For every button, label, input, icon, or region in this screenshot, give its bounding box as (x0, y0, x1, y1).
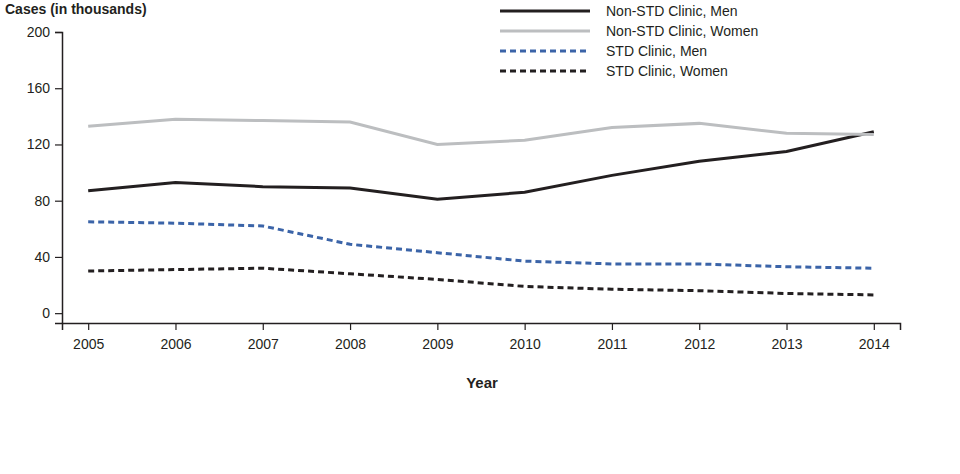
y-tick: 120 (27, 136, 62, 152)
x-tick: 2008 (335, 323, 366, 352)
y-tick: 0 (42, 305, 62, 321)
tick-label: 2014 (859, 336, 890, 352)
tick-mark (55, 144, 62, 145)
legend-label: Non-STD Clinic, Men (606, 3, 737, 19)
tick-mark (874, 323, 875, 330)
legend-label: Non-STD Clinic, Women (606, 23, 758, 39)
tick-label: 2012 (684, 336, 715, 352)
tick-label: 2006 (160, 336, 191, 352)
tick-mark (55, 257, 62, 258)
tick-mark (437, 323, 438, 330)
series-line (88, 119, 874, 144)
tick-mark (350, 323, 351, 330)
tick-mark (786, 323, 787, 330)
tick-mark (612, 323, 613, 330)
legend-swatch (500, 30, 590, 33)
y-tick: 40 (34, 249, 62, 265)
series-line (88, 222, 874, 268)
legend-swatch (500, 10, 590, 13)
x-axis: 2005 2006 2007 2008 2009 2010 2011 2012 2013 2014 (63, 323, 901, 352)
tick-mark (263, 323, 264, 330)
tick-mark (525, 323, 526, 330)
tick-label: 2009 (422, 336, 453, 352)
tick-label: 2013 (771, 336, 802, 352)
axis-line (55, 33, 63, 324)
tick-label: 2011 (597, 336, 627, 352)
x-tick: 2007 (248, 323, 279, 352)
y-axis-title: Cases (in thousands) (5, 1, 147, 17)
tick-label: 80 (34, 193, 50, 209)
tick-mark (88, 323, 89, 330)
tick-label: 0 (42, 305, 50, 321)
tick-label: 200 (27, 24, 51, 40)
tick-label: 2007 (248, 336, 279, 352)
series-line (88, 268, 874, 295)
x-tick: 2010 (510, 323, 541, 352)
legend-label: STD Clinic, Women (606, 63, 728, 79)
tick-mark (55, 32, 62, 33)
tick-mark (55, 313, 62, 314)
x-tick: 2009 (422, 323, 453, 352)
tick-label: 120 (27, 136, 51, 152)
legend-swatch (500, 70, 590, 73)
plot-lines (88, 119, 874, 295)
axis-line (63, 324, 901, 331)
x-tick: 2013 (771, 323, 802, 352)
x-tick: 2011 (597, 323, 627, 352)
tick-label: 160 (27, 80, 51, 96)
legend-swatch (500, 50, 590, 53)
legend: Non-STD Clinic, Men Non-STD Clinic, Women… (500, 3, 758, 79)
tick-label: 2008 (335, 336, 366, 352)
x-tick: 2014 (859, 323, 890, 352)
tick-label: 40 (34, 249, 50, 265)
tick-mark (55, 201, 62, 202)
y-axis: 0 40 80 120 160 200 (27, 24, 63, 324)
y-tick: 200 (27, 24, 62, 40)
y-tick: 160 (27, 80, 62, 96)
x-axis-title: Year (466, 374, 498, 391)
tick-mark (55, 88, 62, 89)
tick-label: 2005 (73, 336, 104, 352)
tick-label: 2010 (510, 336, 541, 352)
y-tick: 80 (34, 193, 62, 209)
tick-mark (699, 323, 700, 330)
x-tick: 2012 (684, 323, 715, 352)
x-tick: 2005 (73, 323, 104, 352)
tick-mark (175, 323, 176, 330)
chart: 0408012016020020052006200720082009201020… (0, 0, 960, 474)
x-tick: 2006 (160, 323, 191, 352)
legend-label: STD Clinic, Men (606, 43, 707, 59)
